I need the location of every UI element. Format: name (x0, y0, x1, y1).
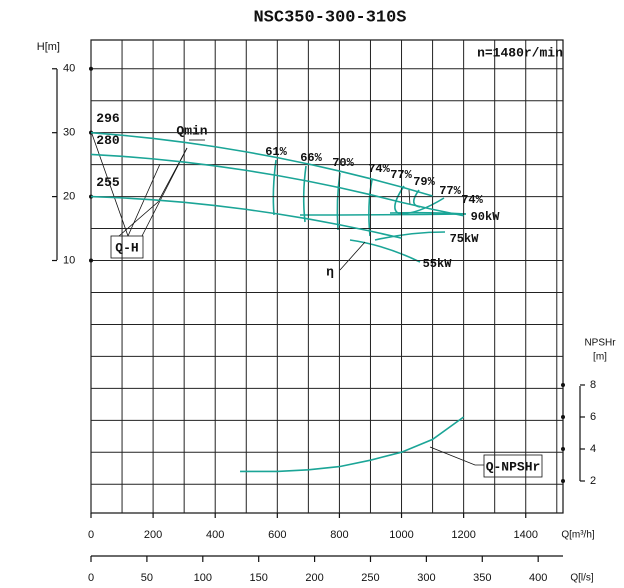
qh-label: Q-H (115, 240, 138, 255)
y2-label: [m] (593, 352, 607, 363)
curve-label: 255 (96, 175, 120, 190)
x2-tick-label: 50 (141, 572, 153, 584)
y-tick-label: 10 (63, 254, 75, 266)
efficiency-label: 77% (439, 184, 461, 198)
y-tick-label: 40 (63, 63, 75, 75)
efficiency-label: 70% (332, 156, 354, 170)
legend-label: Q-NPSHr (486, 459, 541, 474)
x-tick-label: 600 (268, 529, 286, 541)
y-tick-label: 30 (63, 127, 75, 139)
y2-tick-label: 2 (590, 475, 596, 487)
efficiency-label: 74% (461, 193, 483, 207)
y2-dot (561, 382, 565, 387)
x-tick-label: 200 (144, 529, 162, 541)
x2-tick-label: 300 (417, 572, 435, 584)
y2-dot (561, 414, 565, 419)
x2-tick-label: 250 (361, 572, 379, 584)
x-tick-label: 1000 (389, 529, 413, 541)
speed-label: n=1480r/min (477, 45, 563, 60)
x-tick-label: 800 (330, 529, 348, 541)
efficiency-label: 77% (390, 168, 412, 182)
y2-dot (561, 446, 565, 451)
x-tick-label: 0 (88, 529, 94, 541)
y2-tick-label: 4 (590, 443, 596, 455)
y2-tick-label: 8 (590, 379, 596, 391)
x-tick-label: 1200 (451, 529, 475, 541)
efficiency-label: 74% (368, 162, 390, 176)
decor (56, 39, 581, 557)
curve-label: 280 (96, 133, 120, 148)
y-dot (89, 258, 93, 263)
efficiency-label: 61% (265, 145, 287, 159)
y2-dot (561, 478, 565, 483)
curve (90, 195, 402, 239)
curve-label: 296 (96, 111, 120, 126)
chart-title: NSC350-300-310S (253, 8, 406, 27)
x-label: Q[m³/h] (561, 530, 595, 541)
curve (90, 153, 464, 217)
y2-label: NPSHr (584, 338, 616, 349)
curve (240, 416, 465, 473)
x2-tick-label: 150 (250, 572, 268, 584)
y-tick-label: 20 (63, 191, 75, 203)
y-dot (89, 66, 93, 71)
power-label: 90kW (471, 210, 501, 224)
eta-label: η (326, 264, 334, 279)
x2-tick-label: 100 (194, 572, 212, 584)
power-label: 55kW (423, 257, 453, 271)
x2-label: Q[l/s] (570, 573, 594, 584)
x-tick-label: 1400 (513, 529, 537, 541)
x2-tick-label: 400 (529, 572, 547, 584)
x-tick-label: 400 (206, 529, 224, 541)
x2-tick-label: 350 (473, 572, 491, 584)
qmin-label: Qmin (176, 123, 207, 138)
efficiency-label: 79% (413, 175, 435, 189)
x2-tick-label: 200 (305, 572, 323, 584)
efficiency-label: 66% (300, 151, 322, 165)
x2-tick-label: 0 (88, 572, 94, 584)
y2-tick-label: 6 (590, 411, 596, 423)
curve (90, 131, 433, 197)
power-label: 75kW (450, 232, 480, 246)
y-label: H[m] (37, 41, 60, 53)
